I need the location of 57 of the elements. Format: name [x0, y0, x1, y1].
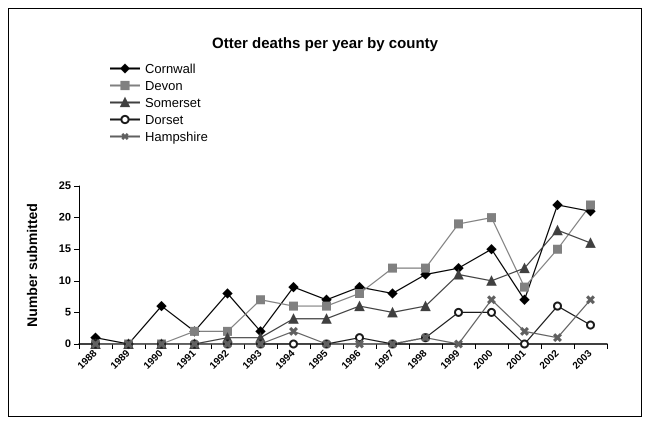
point: [520, 340, 529, 348]
point: [454, 269, 464, 280]
point: [388, 288, 398, 298]
point: [520, 326, 529, 336]
point: [454, 263, 464, 274]
point: [354, 301, 364, 312]
point: [553, 244, 562, 254]
point: [553, 302, 562, 311]
y-tick-label: 5: [64, 306, 71, 318]
point: [586, 238, 596, 248]
y-tick-label: 20: [58, 212, 71, 224]
legend-label: Hampshire: [145, 129, 208, 144]
point: [586, 200, 595, 210]
point: [322, 314, 332, 324]
point: [520, 282, 529, 292]
point: [355, 340, 364, 348]
y-tick-label: 0: [64, 338, 71, 350]
point: [388, 307, 398, 318]
point: [289, 302, 298, 311]
point: [322, 302, 331, 311]
point: [288, 282, 298, 292]
legend-label: Dorset: [145, 112, 184, 127]
chart-title: Otter deaths per year by county: [212, 35, 439, 52]
point: [552, 200, 562, 210]
y-axis-title: Number submitted: [24, 203, 40, 327]
point: [288, 314, 298, 324]
point: [586, 320, 595, 330]
point: [388, 264, 397, 273]
legend-label: Devon: [145, 78, 183, 93]
point: [520, 263, 530, 274]
y-tick-label: 25: [58, 180, 71, 192]
point: [454, 219, 463, 228]
point: [454, 308, 463, 317]
point: [553, 333, 562, 342]
point: [487, 308, 496, 317]
point: [487, 213, 496, 222]
point: [355, 288, 364, 298]
point: [223, 326, 232, 336]
point: [454, 340, 463, 348]
point: [355, 333, 364, 342]
y-tick-label: 15: [58, 243, 71, 256]
legend-label: Cornwall: [145, 61, 196, 76]
point: [486, 276, 496, 286]
point: [256, 295, 265, 304]
point: [222, 288, 232, 298]
point: [552, 225, 562, 236]
point: [420, 301, 430, 312]
legend-label: Somerset: [145, 95, 202, 110]
point: [421, 264, 430, 273]
point: [520, 294, 530, 305]
point: [156, 301, 166, 312]
point: [289, 326, 298, 336]
point: [487, 295, 496, 304]
point: [486, 244, 496, 254]
y-tick-label: 10: [58, 274, 71, 287]
point: [586, 295, 595, 304]
point: [289, 340, 298, 348]
